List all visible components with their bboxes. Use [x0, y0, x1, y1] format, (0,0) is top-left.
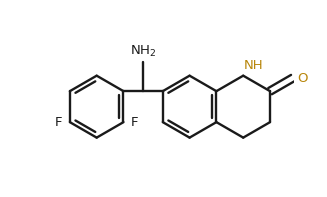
Text: F: F	[55, 116, 63, 129]
Text: NH: NH	[244, 59, 264, 72]
Text: O: O	[297, 72, 307, 85]
Text: NH$_2$: NH$_2$	[130, 44, 156, 59]
Text: F: F	[131, 116, 138, 129]
